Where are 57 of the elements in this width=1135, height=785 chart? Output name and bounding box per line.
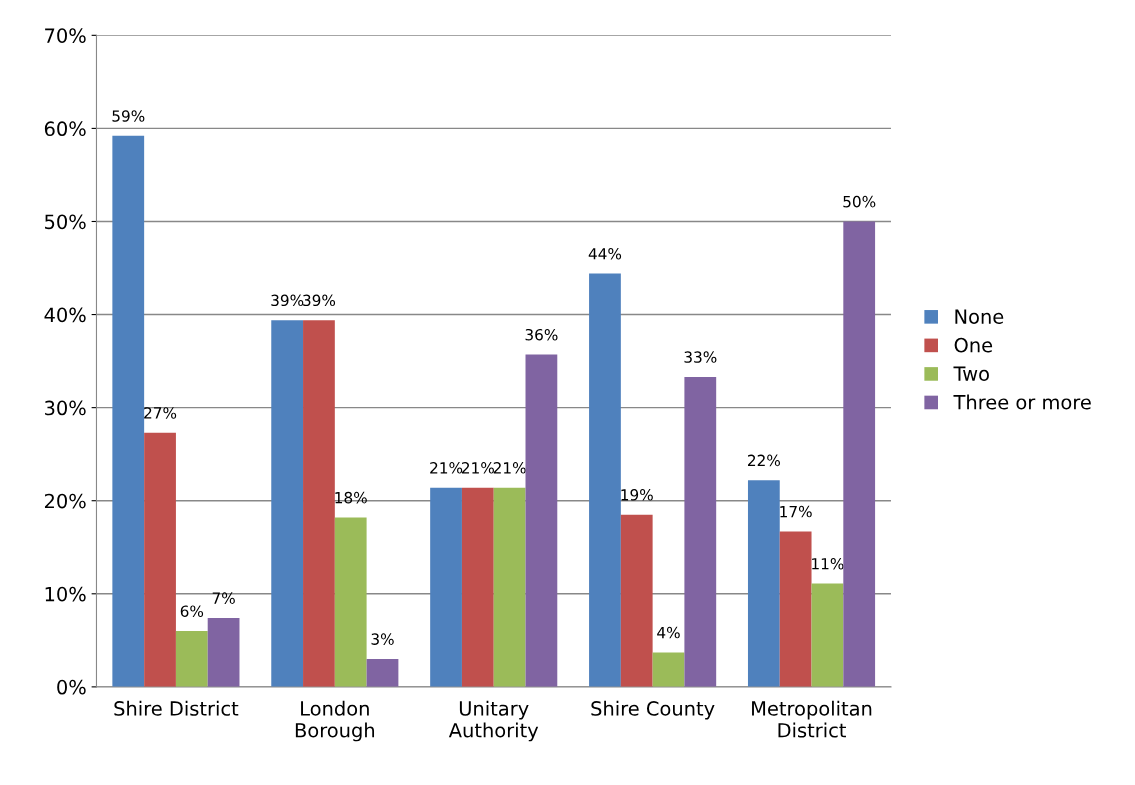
data-label: 39% xyxy=(271,294,304,307)
bar xyxy=(525,354,558,687)
legend-label: None xyxy=(955,309,1004,324)
bar xyxy=(684,376,717,687)
y-tick-label: 20% xyxy=(44,493,86,509)
y-tick-label: 30% xyxy=(45,400,86,416)
data-label: 4% xyxy=(657,626,680,639)
bar xyxy=(112,135,145,687)
data-label: 3% xyxy=(371,633,394,645)
data-label: 44% xyxy=(588,247,622,260)
bar xyxy=(175,631,208,687)
y-tick-label: 70% xyxy=(45,28,86,43)
data-label: 19% xyxy=(621,489,653,501)
bar xyxy=(144,432,176,687)
bar xyxy=(493,487,526,687)
bar xyxy=(779,531,812,687)
bar xyxy=(620,514,653,687)
data-label: 18% xyxy=(335,491,367,504)
x-tick-label: Shire District xyxy=(114,700,239,716)
x-tick-label: Unitary Authority xyxy=(448,700,539,742)
data-label: 39% xyxy=(303,294,336,307)
data-label: 11% xyxy=(812,557,844,570)
data-label: 21% xyxy=(461,462,494,474)
data-label: 17% xyxy=(780,505,812,518)
bar xyxy=(207,618,240,687)
x-tick-label: London Borough xyxy=(295,700,375,742)
bar xyxy=(303,320,335,687)
bar xyxy=(652,652,685,687)
data-label: 21% xyxy=(430,462,463,474)
y-tick-label: 40% xyxy=(44,307,86,323)
bar xyxy=(747,480,780,687)
data-label: 22% xyxy=(748,454,780,467)
x-tick-label: Metropolitan District xyxy=(752,700,872,738)
data-label: 7% xyxy=(212,592,235,604)
bar xyxy=(589,273,621,687)
bar xyxy=(811,583,844,687)
bar xyxy=(430,487,462,687)
y-tick-label: 10% xyxy=(45,586,86,602)
bar xyxy=(843,221,876,687)
data-label: 33% xyxy=(684,351,717,363)
data-label: 27% xyxy=(144,407,177,419)
data-label: 6% xyxy=(180,605,204,617)
bar xyxy=(461,487,494,687)
y-tick-label: 60% xyxy=(44,121,86,137)
bar xyxy=(366,658,399,687)
data-label: 36% xyxy=(525,328,558,341)
bar xyxy=(334,517,367,687)
y-tick-label: 0% xyxy=(57,679,86,695)
data-label: 50% xyxy=(843,195,876,208)
data-label: 21% xyxy=(493,462,526,474)
x-tick-label: Shire County xyxy=(591,700,715,720)
data-label: 59% xyxy=(112,110,145,122)
legend-label: One xyxy=(954,337,993,353)
bar xyxy=(271,320,304,687)
y-tick-label: 50% xyxy=(45,214,86,230)
legend-label: Three or more xyxy=(953,394,1091,410)
legend-label: Two xyxy=(953,366,989,382)
